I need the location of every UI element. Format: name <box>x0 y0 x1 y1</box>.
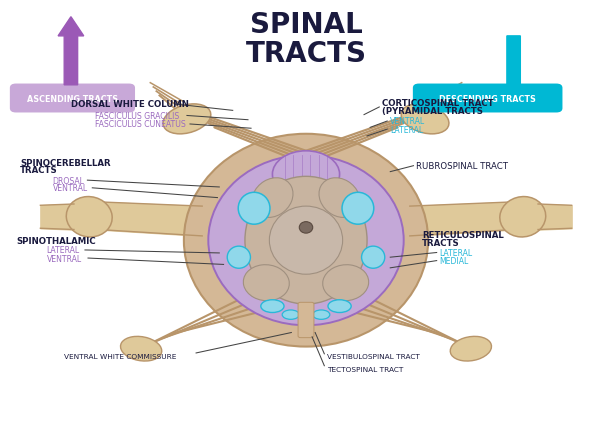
Ellipse shape <box>323 265 368 301</box>
Text: DORSAL WHITE COLUMN: DORSAL WHITE COLUMN <box>71 100 188 109</box>
Ellipse shape <box>342 193 374 225</box>
Ellipse shape <box>362 247 385 269</box>
FancyArrow shape <box>501 37 526 105</box>
Ellipse shape <box>245 177 367 304</box>
Ellipse shape <box>282 310 299 320</box>
Text: VENTRAL: VENTRAL <box>53 184 88 193</box>
Ellipse shape <box>252 178 293 218</box>
Text: TRACTS: TRACTS <box>422 238 460 247</box>
Ellipse shape <box>269 207 343 275</box>
Text: RETICULOSPINAL: RETICULOSPINAL <box>422 230 504 239</box>
Ellipse shape <box>272 151 340 198</box>
Ellipse shape <box>401 105 449 135</box>
Text: DROSAL: DROSAL <box>53 176 84 185</box>
Ellipse shape <box>227 247 250 269</box>
Text: CORTICOSPINAL TRACT: CORTICOSPINAL TRACT <box>382 99 494 108</box>
Ellipse shape <box>500 197 546 237</box>
Ellipse shape <box>299 222 313 233</box>
FancyArrow shape <box>58 17 84 86</box>
Ellipse shape <box>163 105 211 135</box>
Text: VENTRAL: VENTRAL <box>390 117 425 126</box>
Ellipse shape <box>66 197 112 237</box>
Text: SPINAL
TRACTS: SPINAL TRACTS <box>245 12 367 68</box>
Ellipse shape <box>319 178 360 218</box>
Text: LATERAL: LATERAL <box>390 125 424 134</box>
Text: MEDIAL: MEDIAL <box>439 256 468 265</box>
Text: (PYRAMIDAL TRACTS: (PYRAMIDAL TRACTS <box>382 106 483 115</box>
Ellipse shape <box>244 265 289 301</box>
Ellipse shape <box>313 310 330 320</box>
Text: LATERAL: LATERAL <box>47 246 80 255</box>
Text: VENTRAL: VENTRAL <box>47 254 81 263</box>
Ellipse shape <box>238 193 270 225</box>
Text: FASCICULUS GRACILIS: FASCICULUS GRACILIS <box>95 112 179 121</box>
Text: TECTOSPINAL TRACT: TECTOSPINAL TRACT <box>327 366 404 372</box>
FancyBboxPatch shape <box>10 84 135 113</box>
Text: VESTIBULOSPINAL TRACT: VESTIBULOSPINAL TRACT <box>327 354 420 360</box>
Text: ASCENDING TRACTS: ASCENDING TRACTS <box>26 94 118 103</box>
FancyBboxPatch shape <box>298 302 314 338</box>
FancyBboxPatch shape <box>413 84 562 113</box>
Ellipse shape <box>450 337 491 361</box>
Ellipse shape <box>184 135 428 347</box>
Ellipse shape <box>328 300 351 313</box>
Ellipse shape <box>208 155 404 325</box>
Text: RUBROSPINAL TRACT: RUBROSPINAL TRACT <box>416 162 508 171</box>
Text: SPINOTHALAMIC: SPINOTHALAMIC <box>16 236 95 245</box>
Text: LATERAL: LATERAL <box>439 248 472 257</box>
Text: DESCENDING TRACTS: DESCENDING TRACTS <box>439 94 536 103</box>
Ellipse shape <box>121 337 162 361</box>
Text: SPINOCEREBELLAR: SPINOCEREBELLAR <box>20 158 111 167</box>
Ellipse shape <box>261 300 284 313</box>
Text: TRACTS: TRACTS <box>20 166 58 175</box>
Text: VENTRAL WHITE COMMISSURE: VENTRAL WHITE COMMISSURE <box>64 354 176 360</box>
Text: FASCICULUS CUNEATUS: FASCICULUS CUNEATUS <box>95 120 186 129</box>
